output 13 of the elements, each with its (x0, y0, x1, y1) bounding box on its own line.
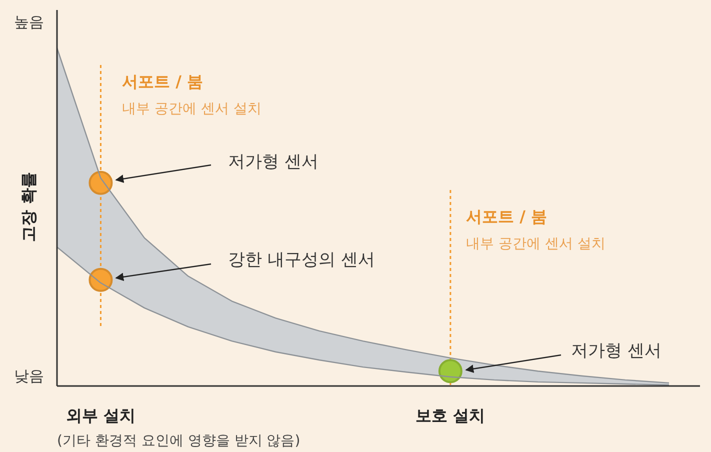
x-tick-label: 보호 설치 (416, 406, 486, 425)
annotation: 내부 공간에 센서 설치 (466, 236, 606, 252)
annotation: 저가형 센서 (571, 341, 662, 361)
y-axis-title: 고장 확률 (19, 172, 38, 242)
annotation: 서포트 / 붐 (122, 72, 203, 91)
annotation: 저가형 센서 (228, 152, 318, 172)
annotation: 서포트 / 붐 (466, 207, 547, 226)
text: (기타 환경적 요인에 영향을 받지 않음) (57, 433, 300, 449)
annotation: 강한 내구성의 센서 (228, 250, 375, 270)
x-tick-label: 외부 설치 (66, 406, 136, 425)
annotation: 내부 공간에 센서 설치 (122, 101, 262, 117)
text: 낮음 (14, 367, 44, 385)
text: 높음 (14, 13, 44, 31)
